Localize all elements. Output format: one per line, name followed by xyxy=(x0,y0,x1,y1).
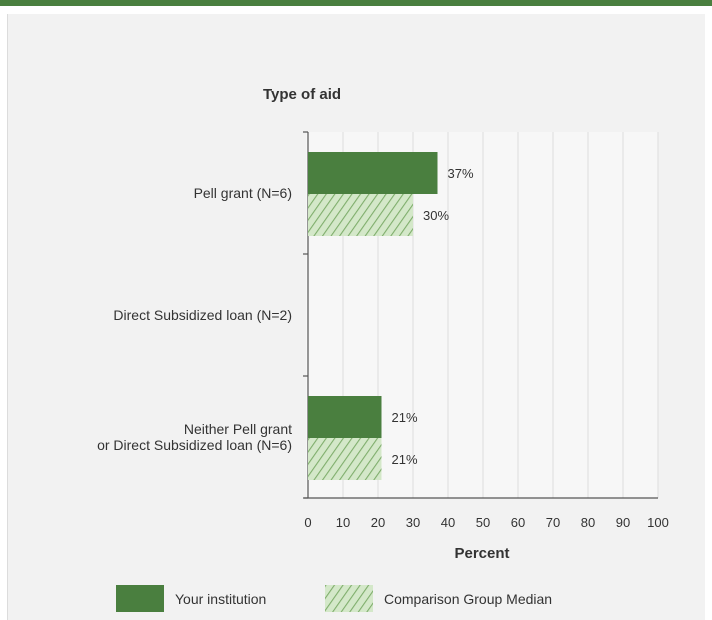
x-axis-label: Percent xyxy=(454,545,509,562)
gridlines xyxy=(342,132,659,498)
bar-label-0-0: 37% xyxy=(448,166,474,181)
x-tick-label-40: 40 xyxy=(441,515,455,530)
bar-1-2 xyxy=(308,438,382,480)
bar-0-2 xyxy=(308,396,382,438)
x-tick-labels: 0 10 20 30 40 50 60 70 80 90 100 xyxy=(304,515,668,530)
category-label-1: Direct Subsidized loan (N=2) xyxy=(113,307,292,323)
bar-labels: 37% 30% 21% 21% xyxy=(392,166,474,467)
x-tick-label-0: 0 xyxy=(304,515,311,530)
category-label-0: Pell grant (N=6) xyxy=(194,185,292,201)
x-tick-label-10: 10 xyxy=(336,515,350,530)
x-tick-label-60: 60 xyxy=(511,515,525,530)
x-tick-label-30: 30 xyxy=(406,515,420,530)
bar-1-0 xyxy=(308,194,413,236)
bar-label-1-0: 30% xyxy=(423,208,449,223)
legend-swatch-comparison-group-median xyxy=(325,585,373,612)
top-accent-bar xyxy=(0,0,712,6)
x-tick-label-50: 50 xyxy=(476,515,490,530)
category-label-2-line-0: Neither Pell grant xyxy=(184,421,292,437)
legend-label-your-institution: Your institution xyxy=(175,591,266,607)
y-ticks xyxy=(303,131,308,499)
category-labels: Pell grant (N=6) Direct Subsidized loan (… xyxy=(97,185,292,453)
x-tick-label-90: 90 xyxy=(616,515,630,530)
legend: Your institution Comparison Group Median xyxy=(116,585,552,612)
legend-label-comparison-group-median: Comparison Group Median xyxy=(384,591,552,607)
x-tick-label-100: 100 xyxy=(647,515,669,530)
chart-title: Type of aid xyxy=(263,86,341,103)
bar-label-1-2: 21% xyxy=(392,452,418,467)
x-tick-label-80: 80 xyxy=(581,515,595,530)
category-label-2-line-1: or Direct Subsidized loan (N=6) xyxy=(97,437,292,453)
x-tick-label-70: 70 xyxy=(546,515,560,530)
bars xyxy=(308,152,438,480)
x-tick-label-20: 20 xyxy=(371,515,385,530)
bar-label-0-2: 21% xyxy=(392,410,418,425)
bar-0-0 xyxy=(308,152,438,194)
legend-swatch-your-institution xyxy=(116,585,164,612)
